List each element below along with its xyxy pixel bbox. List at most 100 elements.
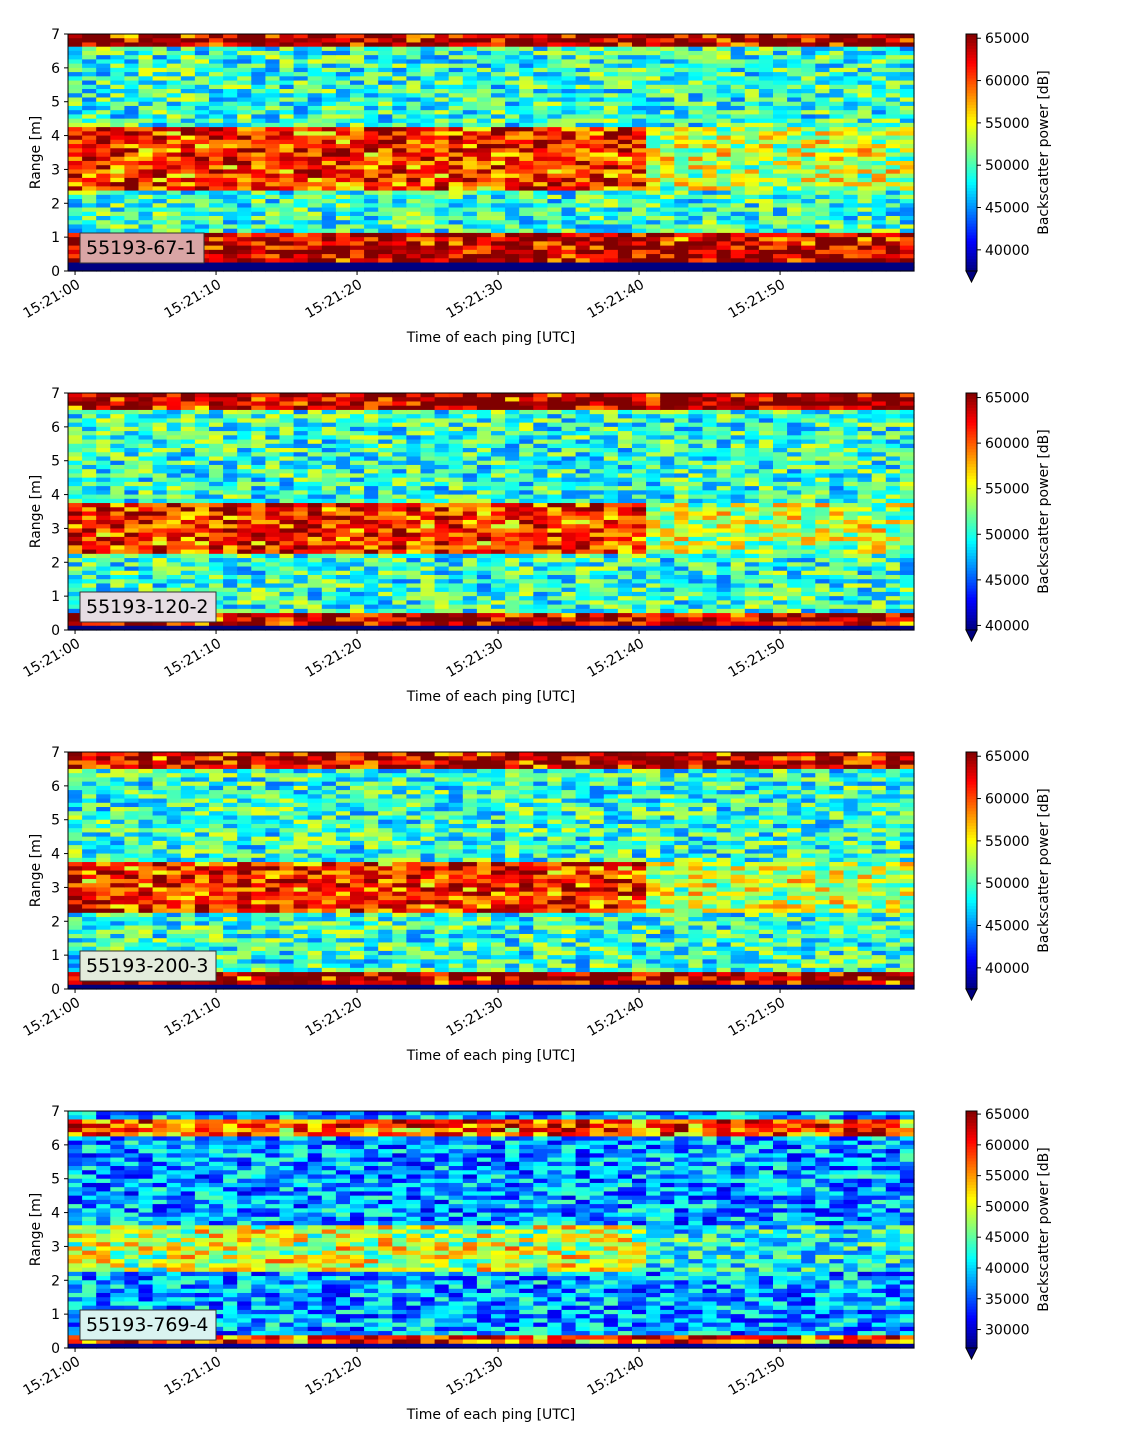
heatmap-cell: [519, 191, 534, 196]
heatmap-cell: [251, 178, 266, 183]
heatmap-cell: [280, 127, 295, 132]
heatmap-cell: [110, 541, 125, 546]
heatmap-cell: [294, 127, 309, 132]
heatmap-cell: [124, 545, 139, 550]
heatmap-cell: [96, 140, 111, 145]
heatmap-cell: [378, 600, 393, 605]
heatmap-cell: [308, 588, 323, 593]
heatmap-cell: [406, 59, 421, 64]
heatmap-cell: [153, 524, 168, 529]
heatmap-cell: [181, 127, 196, 132]
heatmap-cell: [251, 452, 266, 457]
heatmap-cell: [604, 157, 619, 162]
heatmap-cell: [801, 97, 816, 102]
heatmap-cell: [406, 241, 421, 246]
heatmap-cell: [759, 123, 774, 128]
heatmap-cell: [110, 131, 125, 136]
heatmap-cell: [604, 55, 619, 60]
heatmap-cell: [646, 182, 661, 187]
heatmap-cell: [858, 76, 873, 81]
colorbar-segment: [966, 144, 977, 147]
heatmap-cell: [350, 64, 365, 69]
heatmap-cell: [322, 233, 337, 238]
heatmap-cell: [237, 520, 252, 525]
heatmap-cell: [392, 140, 407, 145]
heatmap-cell: [124, 47, 139, 52]
heatmap-cell: [801, 191, 816, 196]
heatmap-cell: [336, 588, 351, 593]
heatmap-cell: [519, 85, 534, 90]
heatmap-cell: [378, 414, 393, 419]
heatmap-cell: [181, 42, 196, 47]
heatmap-cell: [844, 76, 859, 81]
heatmap-cell: [223, 588, 238, 593]
heatmap-cell: [336, 203, 351, 208]
heatmap-cell: [237, 617, 252, 622]
heatmap-cell: [703, 250, 718, 255]
heatmap-cell: [858, 93, 873, 98]
heatmap-cell: [745, 106, 760, 111]
heatmap-cell: [773, 153, 788, 158]
heatmap-cell: [336, 478, 351, 483]
heatmap-cell: [618, 157, 633, 162]
heatmap-cell: [167, 512, 182, 517]
heatmap-cell: [68, 161, 83, 166]
heatmap-cell: [392, 165, 407, 170]
heatmap-cell: [674, 199, 689, 204]
heatmap-cell: [477, 136, 492, 141]
heatmap-cell: [237, 393, 252, 398]
heatmap-cell: [364, 571, 379, 576]
heatmap-cell: [336, 114, 351, 119]
heatmap-cell: [745, 237, 760, 242]
heatmap-cell: [844, 250, 859, 255]
heatmap-cell: [139, 55, 154, 60]
heatmap-cell: [886, 136, 901, 141]
heatmap-cell: [364, 520, 379, 525]
heatmap-cell: [435, 473, 450, 478]
heatmap-cell: [801, 34, 816, 39]
heatmap-cell: [322, 93, 337, 98]
heatmap-cell: [195, 191, 210, 196]
heatmap-cell: [562, 42, 577, 47]
heatmap-cell: [674, 186, 689, 191]
heatmap-cell: [646, 59, 661, 64]
heatmap-cell: [590, 208, 605, 213]
heatmap-cell: [421, 435, 436, 440]
heatmap-cell: [364, 592, 379, 597]
heatmap-cell: [265, 140, 280, 145]
heatmap-cell: [195, 220, 210, 225]
heatmap-cell: [519, 157, 534, 162]
heatmap-cell: [703, 182, 718, 187]
heatmap-cell: [562, 237, 577, 242]
heatmap-cell: [308, 617, 323, 622]
heatmap-cell: [576, 208, 591, 213]
heatmap-cell: [815, 263, 830, 268]
heatmap-cell: [406, 165, 421, 170]
heatmap-cell: [421, 97, 436, 102]
heatmap-cell: [124, 191, 139, 196]
heatmap-cell: [209, 478, 224, 483]
heatmap-cell: [900, 89, 915, 94]
heatmap-cell: [787, 250, 802, 255]
heatmap-cell: [618, 110, 633, 115]
heatmap-cell: [223, 490, 238, 495]
heatmap-cell: [505, 191, 520, 196]
heatmap-cell: [477, 174, 492, 179]
heatmap-cell: [590, 258, 605, 263]
heatmap-cell: [703, 106, 718, 111]
heatmap-cell: [745, 161, 760, 166]
heatmap-cell: [421, 414, 436, 419]
heatmap-cell: [618, 131, 633, 136]
heatmap-cell: [237, 575, 252, 580]
heatmap-cell: [576, 174, 591, 179]
heatmap-cell: [844, 102, 859, 107]
heatmap-cell: [378, 473, 393, 478]
heatmap-cell: [406, 178, 421, 183]
heatmap-cell: [139, 81, 154, 86]
heatmap-cell: [280, 617, 295, 622]
heatmap-cell: [308, 233, 323, 238]
heatmap-cell: [519, 195, 534, 200]
heatmap-cell: [350, 59, 365, 64]
heatmap-cell: [124, 216, 139, 221]
heatmap-cell: [435, 482, 450, 487]
